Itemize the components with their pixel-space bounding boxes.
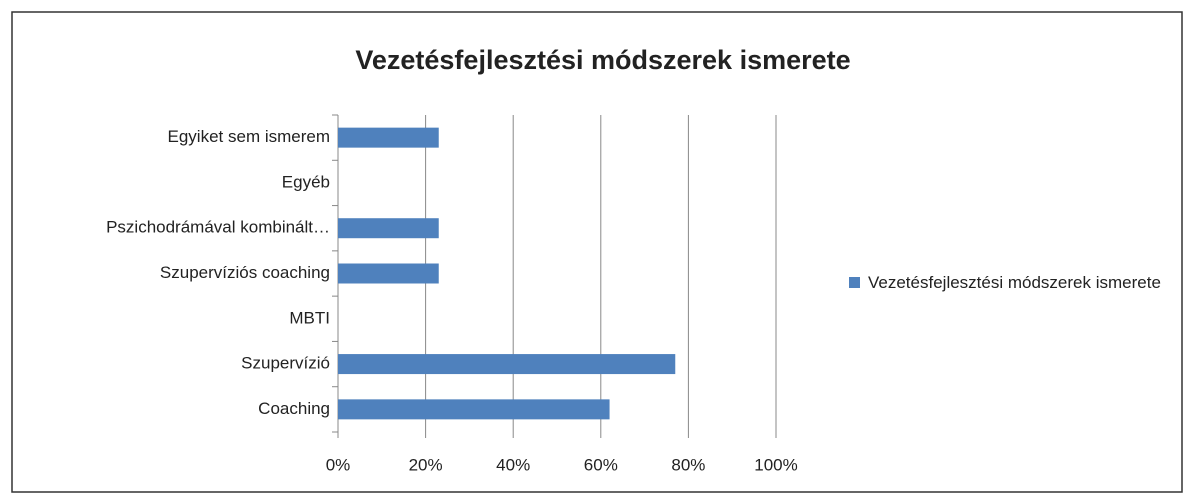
x-tick-label: 100% [754, 455, 797, 474]
x-tick-label: 40% [496, 455, 530, 474]
y-tick-label: Szupervízió [241, 354, 330, 373]
y-tick-label: MBTI [289, 308, 330, 327]
bar [338, 263, 439, 284]
bar [338, 399, 610, 420]
x-tick-label: 20% [409, 455, 443, 474]
y-tick-label: Pszichodrámával kombinált… [106, 218, 330, 237]
y-tick-label: Egyéb [282, 172, 330, 191]
y-tick-label: Egyiket sem ismerem [168, 127, 330, 146]
chart-frame [11, 11, 1183, 493]
legend-swatch [849, 277, 860, 288]
bar [338, 127, 439, 148]
bar [338, 354, 676, 375]
legend-label: Vezetésfejlesztési módszerek ismerete [868, 273, 1161, 292]
x-tick-label: 60% [584, 455, 618, 474]
x-tick-label: 0% [326, 455, 351, 474]
bar [338, 218, 439, 239]
chart-title: Vezetésfejlesztési módszerek ismerete [355, 45, 850, 75]
x-tick-label: 80% [671, 455, 705, 474]
y-tick-label: Szupervíziós coaching [160, 263, 330, 282]
y-tick-label: Coaching [258, 399, 330, 418]
